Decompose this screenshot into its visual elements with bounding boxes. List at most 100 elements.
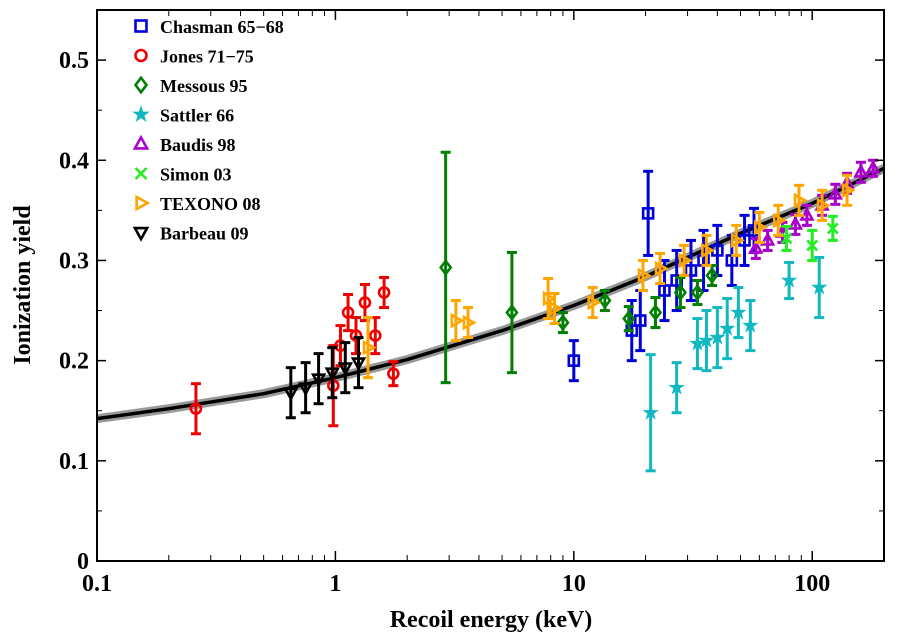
data-point bbox=[811, 278, 828, 295]
x-tick-label: 0.1 bbox=[82, 571, 112, 597]
data-point bbox=[648, 303, 663, 322]
ticks-layer: 00.10.20.30.40.50.1 1 10 100 bbox=[59, 9, 885, 597]
data-point bbox=[806, 239, 819, 252]
data-point bbox=[637, 267, 652, 284]
series-7 bbox=[283, 336, 367, 420]
legend: Chasman 65−68 Jones 71−75 Messous 95 Sattle… bbox=[132, 17, 284, 244]
data-point bbox=[698, 332, 715, 348]
data-point bbox=[377, 286, 391, 299]
data-point bbox=[701, 242, 716, 259]
data-point bbox=[324, 367, 340, 382]
x-tick-label: 10 bbox=[562, 571, 586, 597]
fit-curve bbox=[97, 166, 884, 421]
data-point bbox=[349, 329, 363, 342]
series-2 bbox=[439, 150, 719, 385]
data-point bbox=[730, 303, 747, 320]
legend-item: Sattler 66 bbox=[132, 105, 234, 126]
legend-item: Simon 03 bbox=[134, 165, 232, 185]
series-6 bbox=[362, 173, 856, 380]
legend-item: Jones 71−75 bbox=[134, 47, 254, 67]
data-point bbox=[690, 283, 705, 302]
series-0 bbox=[567, 169, 761, 383]
legend-marker bbox=[134, 167, 148, 180]
data-point bbox=[642, 404, 659, 420]
data-point bbox=[310, 373, 327, 388]
x-axis-title: Recoil energy (keV) bbox=[390, 607, 593, 633]
data-point bbox=[772, 212, 787, 229]
data-point bbox=[369, 329, 382, 342]
legend-marker bbox=[134, 48, 148, 63]
data-point bbox=[678, 252, 693, 269]
x-tick-label: 1 bbox=[329, 571, 341, 597]
data-point bbox=[283, 387, 299, 402]
data-point bbox=[826, 222, 839, 235]
legend-item: Baudis 98 bbox=[132, 134, 236, 155]
data-point bbox=[542, 290, 557, 307]
y-tick-label: 0.5 bbox=[59, 48, 89, 74]
data-point bbox=[337, 362, 353, 377]
y-axis-title: Ionization yield bbox=[10, 205, 36, 365]
data-point bbox=[358, 296, 372, 309]
data-point bbox=[684, 264, 698, 277]
legend-marker bbox=[135, 194, 151, 212]
data-point bbox=[462, 314, 477, 331]
legend-label: Barbeau 09 bbox=[160, 224, 249, 244]
y-tick-label: 0 bbox=[77, 549, 89, 575]
data-point bbox=[759, 231, 776, 246]
legend-marker bbox=[133, 75, 149, 95]
data-point bbox=[641, 207, 655, 220]
legend-item: Chasman 65−68 bbox=[134, 17, 284, 37]
series-3 bbox=[642, 255, 828, 473]
data-point bbox=[654, 260, 669, 277]
data-point bbox=[705, 266, 719, 285]
data-point bbox=[748, 239, 764, 254]
data-point bbox=[439, 258, 453, 277]
y-tick-label: 0.3 bbox=[59, 248, 89, 274]
y-tick-label: 0.4 bbox=[59, 148, 89, 174]
legend-label: Sattler 66 bbox=[160, 106, 234, 126]
data-point bbox=[742, 317, 759, 333]
y-tick-label: 0.2 bbox=[59, 349, 89, 375]
x-tick-label: 100 bbox=[794, 571, 830, 597]
data-point bbox=[787, 215, 804, 230]
data-point bbox=[622, 309, 636, 328]
legend-item: Barbeau 09 bbox=[132, 224, 249, 244]
data-point bbox=[841, 182, 856, 198]
y-tick-label: 0.1 bbox=[59, 449, 89, 475]
legend-item: TEXONO 08 bbox=[135, 194, 261, 214]
data-point bbox=[567, 354, 581, 367]
series-5 bbox=[780, 214, 839, 262]
legend-marker bbox=[132, 105, 150, 122]
data-point bbox=[781, 271, 798, 288]
data-point bbox=[719, 320, 736, 336]
data-point bbox=[853, 163, 869, 178]
legend-marker bbox=[134, 19, 148, 33]
data-point bbox=[362, 339, 377, 356]
data-point bbox=[598, 291, 612, 310]
fit-layer bbox=[97, 163, 884, 424]
data-point bbox=[189, 402, 203, 416]
data-point bbox=[297, 382, 314, 397]
legend-marker bbox=[132, 226, 150, 242]
data-point bbox=[450, 312, 465, 329]
series-1 bbox=[189, 275, 400, 436]
data-point bbox=[633, 314, 647, 327]
legend-label: Chasman 65−68 bbox=[160, 17, 284, 37]
legend-label: Messous 95 bbox=[160, 76, 248, 96]
data-point bbox=[556, 313, 570, 332]
data-point bbox=[387, 367, 400, 380]
legend-item: Messous 95 bbox=[133, 75, 248, 96]
data-layer bbox=[189, 150, 881, 473]
data-point bbox=[816, 197, 831, 214]
data-point bbox=[341, 306, 355, 319]
legend-label: Baudis 98 bbox=[160, 135, 236, 155]
data-point bbox=[799, 206, 815, 221]
data-point bbox=[673, 283, 688, 302]
data-point bbox=[668, 379, 685, 395]
data-point bbox=[730, 232, 745, 249]
data-point bbox=[753, 219, 768, 236]
data-point bbox=[827, 185, 843, 200]
plot-frame bbox=[96, 9, 885, 562]
data-point bbox=[587, 294, 602, 311]
